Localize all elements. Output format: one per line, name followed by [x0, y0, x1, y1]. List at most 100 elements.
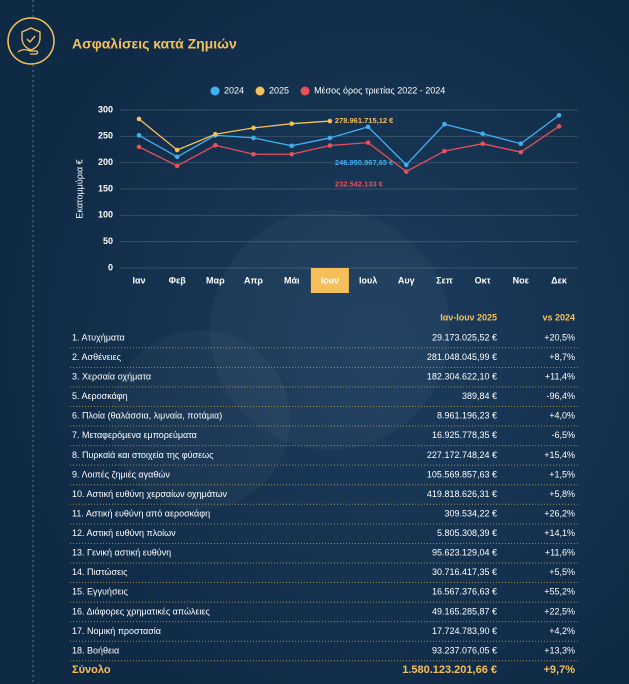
row-change: -6,5%	[551, 430, 575, 440]
row-change: +26,2%	[544, 508, 575, 518]
line	[138, 118, 330, 151]
x-tick-label: Δεκ	[551, 275, 568, 285]
point	[442, 121, 447, 127]
y-tick-label: 50	[103, 236, 113, 246]
row-change: +4,2%	[549, 626, 575, 636]
row-label: 10. Αστική ευθύνη χερσαίων οχημάτων	[72, 489, 227, 499]
row-value: 5.805.308,39 €	[437, 528, 497, 538]
total-value: 1.580.123.201,66 €	[402, 664, 497, 676]
data-label: 232.542.133 €	[335, 180, 384, 189]
row-label: 12. Αστική ευθύνη πλοίων	[72, 528, 176, 538]
row-label: 18. Βοήθεια	[72, 645, 119, 655]
total-change: +9,7%	[544, 664, 576, 676]
row-label: 9. Λοιπές ζημιές αγαθών	[72, 469, 170, 479]
y-tick-label: 100	[98, 210, 113, 220]
y-tick-label: 250	[98, 131, 113, 141]
point	[518, 149, 524, 155]
row-value: 227.172.748,24 €	[427, 450, 497, 460]
row-change: +14,1%	[544, 528, 575, 538]
row-change: -96,4%	[546, 391, 575, 401]
total-label: Σύνολο	[72, 664, 111, 676]
y-tick-label: 0	[108, 262, 113, 272]
legend-label: 2024	[224, 85, 244, 95]
x-tick-label: Σεπ	[436, 275, 453, 285]
row-label: 7. Μεταφερόμενα εμπορεύματα	[72, 430, 197, 440]
row-value: 105.569.857,63 €	[427, 469, 497, 479]
legend-label: 2025	[269, 85, 289, 95]
row-value: 309.534,22 €	[444, 508, 497, 518]
row-label: 1. Ατυχήματα	[72, 332, 125, 342]
point	[365, 124, 371, 130]
row-change: +5,8%	[549, 489, 575, 499]
row-change: +13,3%	[544, 645, 575, 655]
row-value: 281.048.045,99 €	[427, 352, 497, 362]
row-label: 2. Ασθένειες	[72, 352, 122, 362]
point	[289, 121, 295, 126]
y-axis-label: Εκατομμύρια €	[74, 159, 84, 218]
highlight	[310, 268, 349, 293]
row-value: 419.818.626,31 €	[427, 489, 497, 499]
point	[251, 135, 256, 141]
point	[480, 141, 485, 147]
row-label: 15. Εγγυήσεις	[72, 587, 129, 597]
point	[251, 125, 256, 131]
point	[174, 163, 180, 169]
row-label: 6. Πλοία (θαλάσσια, λιμναία, ποτάμια)	[72, 411, 222, 421]
x-tick-label: Ιουλ	[359, 275, 377, 285]
x-tick-label: Ιουν	[321, 275, 339, 285]
row-value: 16.567.376,63 €	[432, 587, 497, 597]
x-tick-label: Νοε	[513, 275, 530, 285]
row-change: +4,0%	[549, 411, 575, 421]
row-value: 8.961.196,23 €	[437, 411, 497, 421]
point	[403, 162, 409, 168]
x-tick-label: Μάι	[284, 275, 300, 285]
point	[136, 132, 142, 138]
x-tick-label: Οκτ	[475, 275, 491, 285]
row-change: +11,6%	[545, 548, 575, 558]
row-label: 8. Πυρκαϊά και στοιχεία της φύσεως	[72, 450, 214, 460]
point	[174, 147, 180, 153]
column-header: Ιαν-Ιουν 2025	[440, 312, 497, 322]
row-value: 49.165.285,87 €	[432, 606, 497, 616]
row-label: 3. Χερσαία οχήματα	[72, 372, 151, 382]
x-tick-label: Ιαν	[132, 275, 145, 285]
x-tick-label: Απρ	[244, 275, 263, 285]
row-change: +8,7%	[549, 352, 575, 362]
row-value: 95.623.129,04 €	[432, 548, 497, 558]
row-label: 17. Νομική προστασία	[72, 626, 161, 636]
row-change: +15,4%	[544, 450, 575, 460]
x-tick-label: Μαρ	[206, 275, 225, 285]
legend-swatch	[300, 86, 310, 96]
row-change: +22,5%	[544, 606, 575, 616]
row-label: 14. Πιστώσεις	[72, 567, 128, 577]
y-tick-label: 150	[98, 183, 113, 193]
point	[136, 116, 142, 122]
row-change: +1,5%	[549, 469, 575, 479]
line	[138, 125, 560, 173]
point	[213, 142, 218, 148]
point	[327, 135, 333, 141]
data-label: 246.950.967,65 €	[335, 158, 394, 167]
point	[289, 151, 295, 157]
point	[136, 144, 142, 150]
line	[138, 114, 560, 166]
point	[556, 124, 562, 129]
point	[556, 112, 562, 118]
row-value: 17.724.783,90 €	[432, 626, 497, 636]
y-tick-label: 200	[98, 157, 113, 167]
row-label: 13. Γενική αστική ευθύνη	[72, 548, 171, 558]
point	[365, 140, 371, 145]
legend-label: Μέσος όρος τριετίας 2022 - 2024	[314, 85, 445, 95]
x-tick-label: Αυγ	[398, 275, 415, 285]
legend-swatch	[210, 86, 220, 96]
row-value: 93.237.076,05 €	[432, 645, 497, 655]
legend-swatch	[255, 86, 265, 96]
point	[327, 143, 333, 148]
logo	[7, 17, 55, 65]
row-label: 11. Αστική ευθύνη από αεροσκάφη	[72, 508, 210, 518]
point	[518, 141, 524, 147]
row-change: +5,5%	[549, 567, 575, 577]
page-title: Ασφαλίσεις κατά Ζημιών	[72, 36, 237, 52]
